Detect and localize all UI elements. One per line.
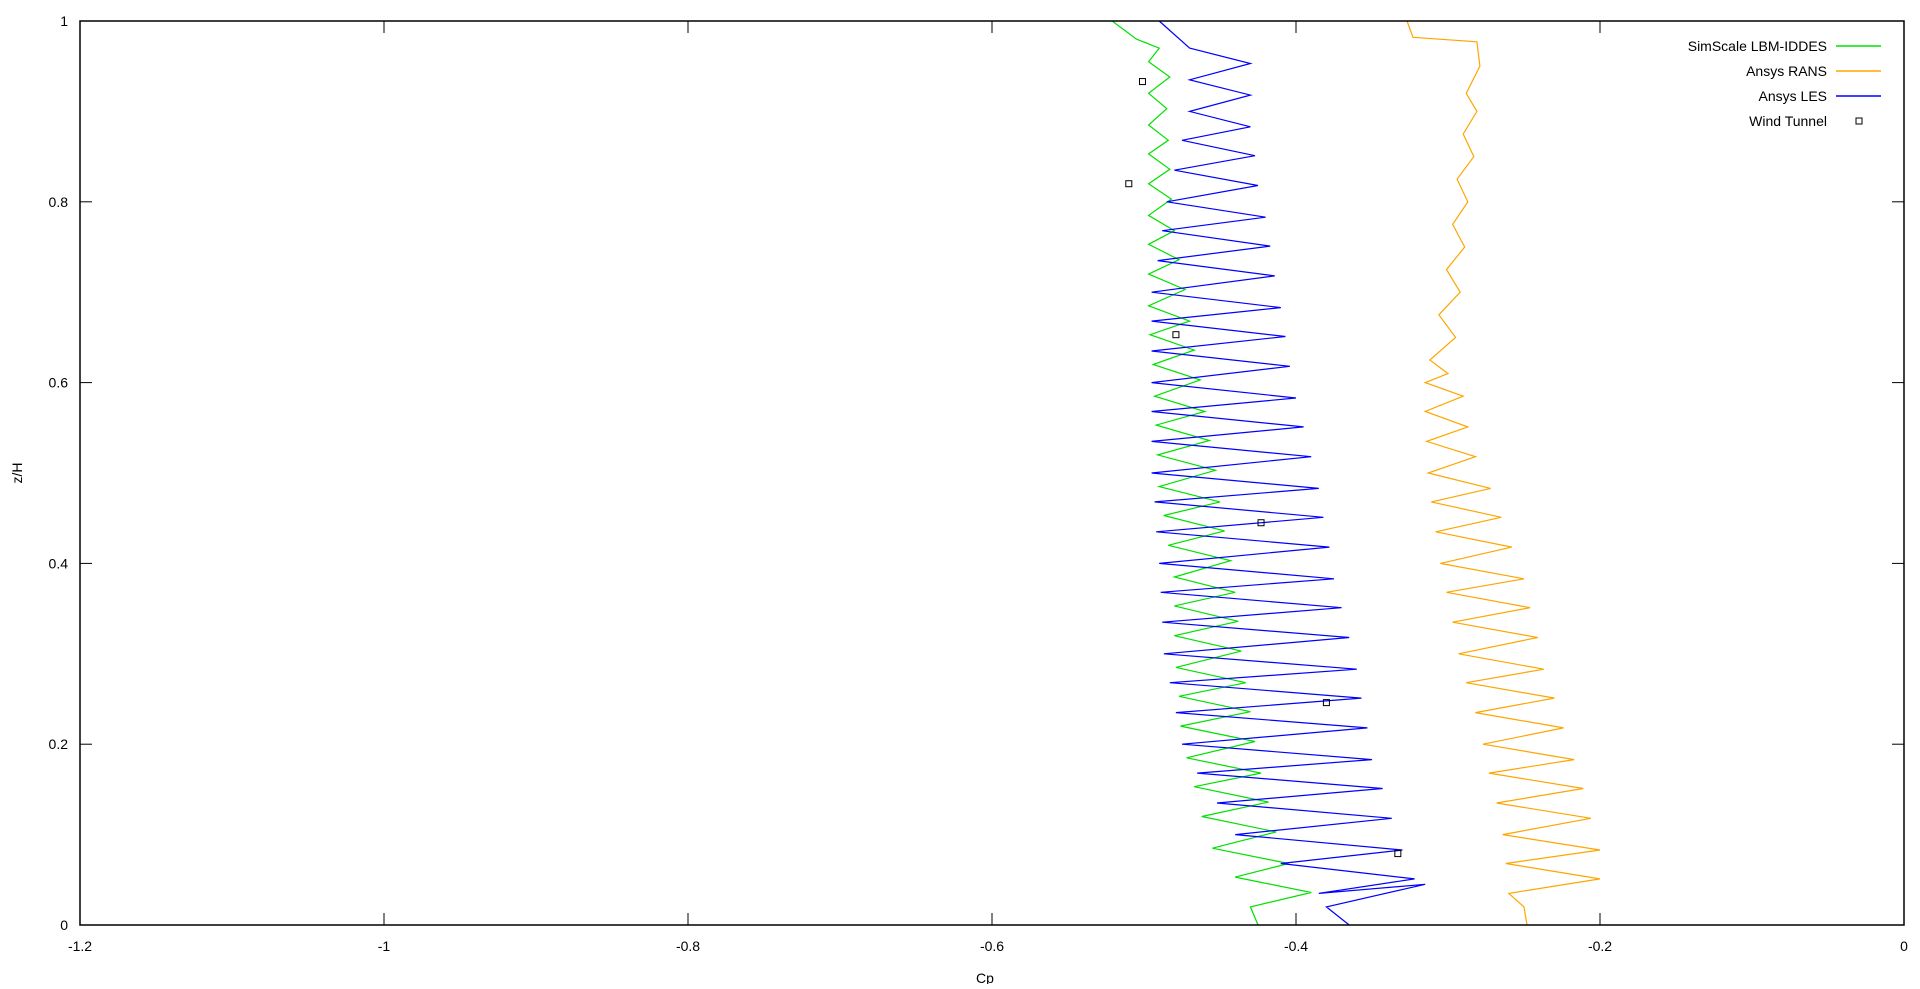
data-point (1172, 331, 1180, 339)
data-point (1322, 699, 1330, 707)
series-line (1406, 20, 1601, 926)
x-tick-label: -0.4 (1284, 938, 1308, 954)
legend-marker (1855, 117, 1863, 125)
x-tick-label: 0 (1900, 938, 1908, 954)
axis-ticks: -1.2 -1 -0.8 -0.6 -0.4 -0.2 0 0 0.2 0.4 0.6 0.8 1 (49, 13, 1909, 954)
legend-label: Wind Tunnel (1749, 113, 1827, 129)
data-point (1394, 850, 1402, 858)
y-tick-label: 0.6 (49, 375, 69, 391)
x-tick-label: -0.8 (676, 938, 700, 954)
y-tick-label: 0 (60, 917, 68, 933)
y-tick-label: 0.4 (49, 555, 69, 571)
y-axis-label: z/H (9, 463, 25, 484)
x-tick-label: -0.6 (980, 938, 1004, 954)
series-line (1111, 20, 1312, 926)
y-tick-label: 0.8 (49, 194, 69, 210)
legend-label: Ansys LES (1759, 88, 1827, 104)
x-tick-label: -1.2 (68, 938, 92, 954)
legend-label: SimScale LBM-IDDES (1688, 38, 1827, 54)
data-point (1257, 519, 1265, 527)
series-simscale-lbm-iddes (1111, 20, 1312, 926)
x-tick-label: -1 (378, 938, 391, 954)
x-tick-label: -0.2 (1588, 938, 1612, 954)
series-ansys-rans (1406, 20, 1601, 926)
legend-label: Ansys RANS (1746, 63, 1827, 79)
legend: SimScale LBM-IDDES Ansys RANS Ansys LES Win… (1688, 38, 1881, 129)
series-ansys-les (1151, 20, 1426, 926)
series-line (1151, 20, 1426, 926)
y-tick-label: 1 (60, 13, 68, 29)
plot-border (79, 20, 1905, 926)
data-point (1138, 78, 1146, 86)
series-layer (1111, 20, 1601, 926)
series-wind-tunnel (1125, 78, 1402, 858)
x-axis-label: Cp (976, 970, 994, 984)
data-point (1125, 180, 1133, 188)
y-tick-label: 0.2 (49, 736, 69, 752)
